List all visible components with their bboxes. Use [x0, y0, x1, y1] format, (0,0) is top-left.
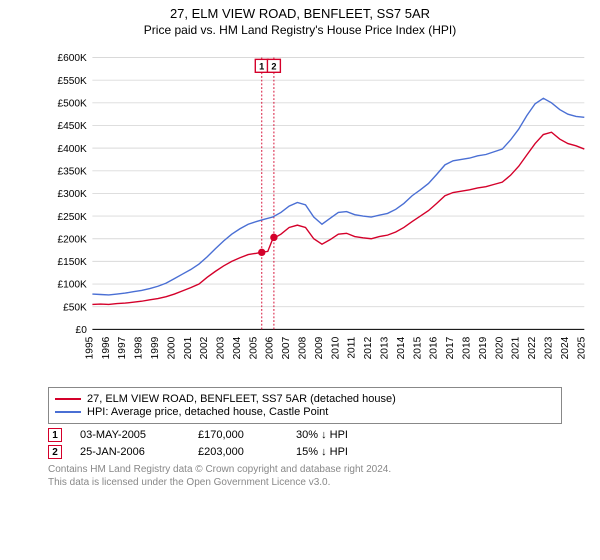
- x-tick-label: 1997: [117, 336, 128, 359]
- y-tick-label: £500K: [57, 99, 87, 110]
- sale-pct-vs-hpi: 15% ↓ HPI: [296, 446, 416, 458]
- x-tick-label: 2022: [527, 336, 538, 359]
- chart-plot-area: £0 £50K £100K £150K £200K £250K £300K £350K £400…: [48, 41, 592, 381]
- x-tick-label: 2018: [462, 336, 473, 359]
- sale-price: £170,000: [198, 429, 278, 441]
- sale-marker-point: [258, 249, 265, 256]
- x-tick-label: 2006: [265, 336, 276, 359]
- sale-marker-number: 1: [259, 62, 264, 72]
- y-tick-label: £200K: [57, 234, 87, 245]
- x-tick-label: 2024: [560, 336, 571, 359]
- legend-swatch: [55, 398, 81, 400]
- sale-row: 1 03-MAY-2005 £170,000 30% ↓ HPI: [48, 428, 562, 442]
- legend-swatch: [55, 411, 81, 413]
- y-tick-label: £250K: [57, 212, 87, 223]
- y-tick-label: £300K: [57, 189, 87, 200]
- sales-table: 1 03-MAY-2005 £170,000 30% ↓ HPI 2 25-JAN-200…: [48, 428, 562, 459]
- series-hpi: [92, 98, 584, 295]
- y-tick-label: £0: [76, 325, 88, 336]
- x-tick-label: 1995: [84, 336, 95, 359]
- line-chart-svg: £0 £50K £100K £150K £200K £250K £300K £350K £400…: [48, 41, 588, 381]
- x-tick-label: 1999: [150, 336, 161, 359]
- x-tick-label: 2017: [445, 336, 456, 359]
- x-tick-label: 2015: [412, 336, 423, 359]
- x-tick-label: 2003: [216, 336, 227, 359]
- legend: 27, ELM VIEW ROAD, BENFLEET, SS7 5AR (de…: [48, 387, 562, 424]
- y-tick-label: £350K: [57, 166, 87, 177]
- sale-price: £203,000: [198, 446, 278, 458]
- x-tick-label: 2010: [330, 336, 341, 359]
- x-tick-label: 2005: [248, 336, 259, 359]
- x-tick-label: 1996: [101, 336, 112, 359]
- series-property: [92, 132, 584, 304]
- legend-item: HPI: Average price, detached house, Cast…: [55, 406, 555, 418]
- chart-subtitle: Price paid vs. HM Land Registry's House …: [0, 21, 600, 41]
- y-tick-label: £400K: [57, 144, 87, 155]
- x-tick-label: 2014: [396, 336, 407, 359]
- x-tick-label: 2004: [232, 336, 243, 359]
- x-tick-label: 2012: [363, 336, 374, 359]
- y-tick-label: £600K: [57, 53, 87, 64]
- x-tick-label: 2001: [183, 336, 194, 359]
- footer-line-1: Contains HM Land Registry data © Crown c…: [48, 463, 562, 476]
- chart-title: 27, ELM VIEW ROAD, BENFLEET, SS7 5AR: [0, 0, 600, 21]
- x-tick-label: 1998: [134, 336, 145, 359]
- x-tick-label: 2008: [298, 336, 309, 359]
- y-tick-label: £50K: [63, 302, 87, 313]
- sale-row: 2 25-JAN-2006 £203,000 15% ↓ HPI: [48, 445, 562, 459]
- sale-date: 03-MAY-2005: [80, 429, 180, 441]
- x-tick-label: 2019: [478, 336, 489, 359]
- x-tick-label: 2011: [347, 336, 358, 358]
- y-tick-label: £450K: [57, 121, 87, 132]
- x-tick-label: 2013: [380, 336, 391, 359]
- sale-date: 25-JAN-2006: [80, 446, 180, 458]
- x-tick-label: 2025: [576, 336, 587, 359]
- legend-label: HPI: Average price, detached house, Cast…: [87, 406, 328, 418]
- x-tick-label: 2009: [314, 336, 325, 359]
- sale-row-marker: 2: [48, 445, 62, 459]
- footer-line-2: This data is licensed under the Open Gov…: [48, 476, 562, 489]
- x-tick-label: 2023: [544, 336, 555, 359]
- sale-pct-vs-hpi: 30% ↓ HPI: [296, 429, 416, 441]
- y-tick-label: £550K: [57, 76, 87, 87]
- chart-container: 27, ELM VIEW ROAD, BENFLEET, SS7 5AR Pri…: [0, 0, 600, 560]
- legend-item: 27, ELM VIEW ROAD, BENFLEET, SS7 5AR (de…: [55, 393, 555, 405]
- sale-row-marker: 1: [48, 428, 62, 442]
- x-tick-label: 2021: [511, 336, 522, 359]
- x-tick-label: 2000: [166, 336, 177, 359]
- x-tick-label: 2016: [429, 336, 440, 359]
- sale-marker-point: [270, 234, 277, 241]
- sale-marker-number: 2: [271, 62, 276, 72]
- legend-label: 27, ELM VIEW ROAD, BENFLEET, SS7 5AR (de…: [87, 393, 396, 405]
- x-tick-label: 2002: [199, 336, 210, 359]
- x-tick-label: 2007: [281, 336, 292, 359]
- footer-attribution: Contains HM Land Registry data © Crown c…: [48, 463, 562, 489]
- y-tick-label: £150K: [57, 257, 87, 268]
- x-tick-label: 2020: [494, 336, 505, 359]
- y-tick-label: £100K: [57, 280, 87, 291]
